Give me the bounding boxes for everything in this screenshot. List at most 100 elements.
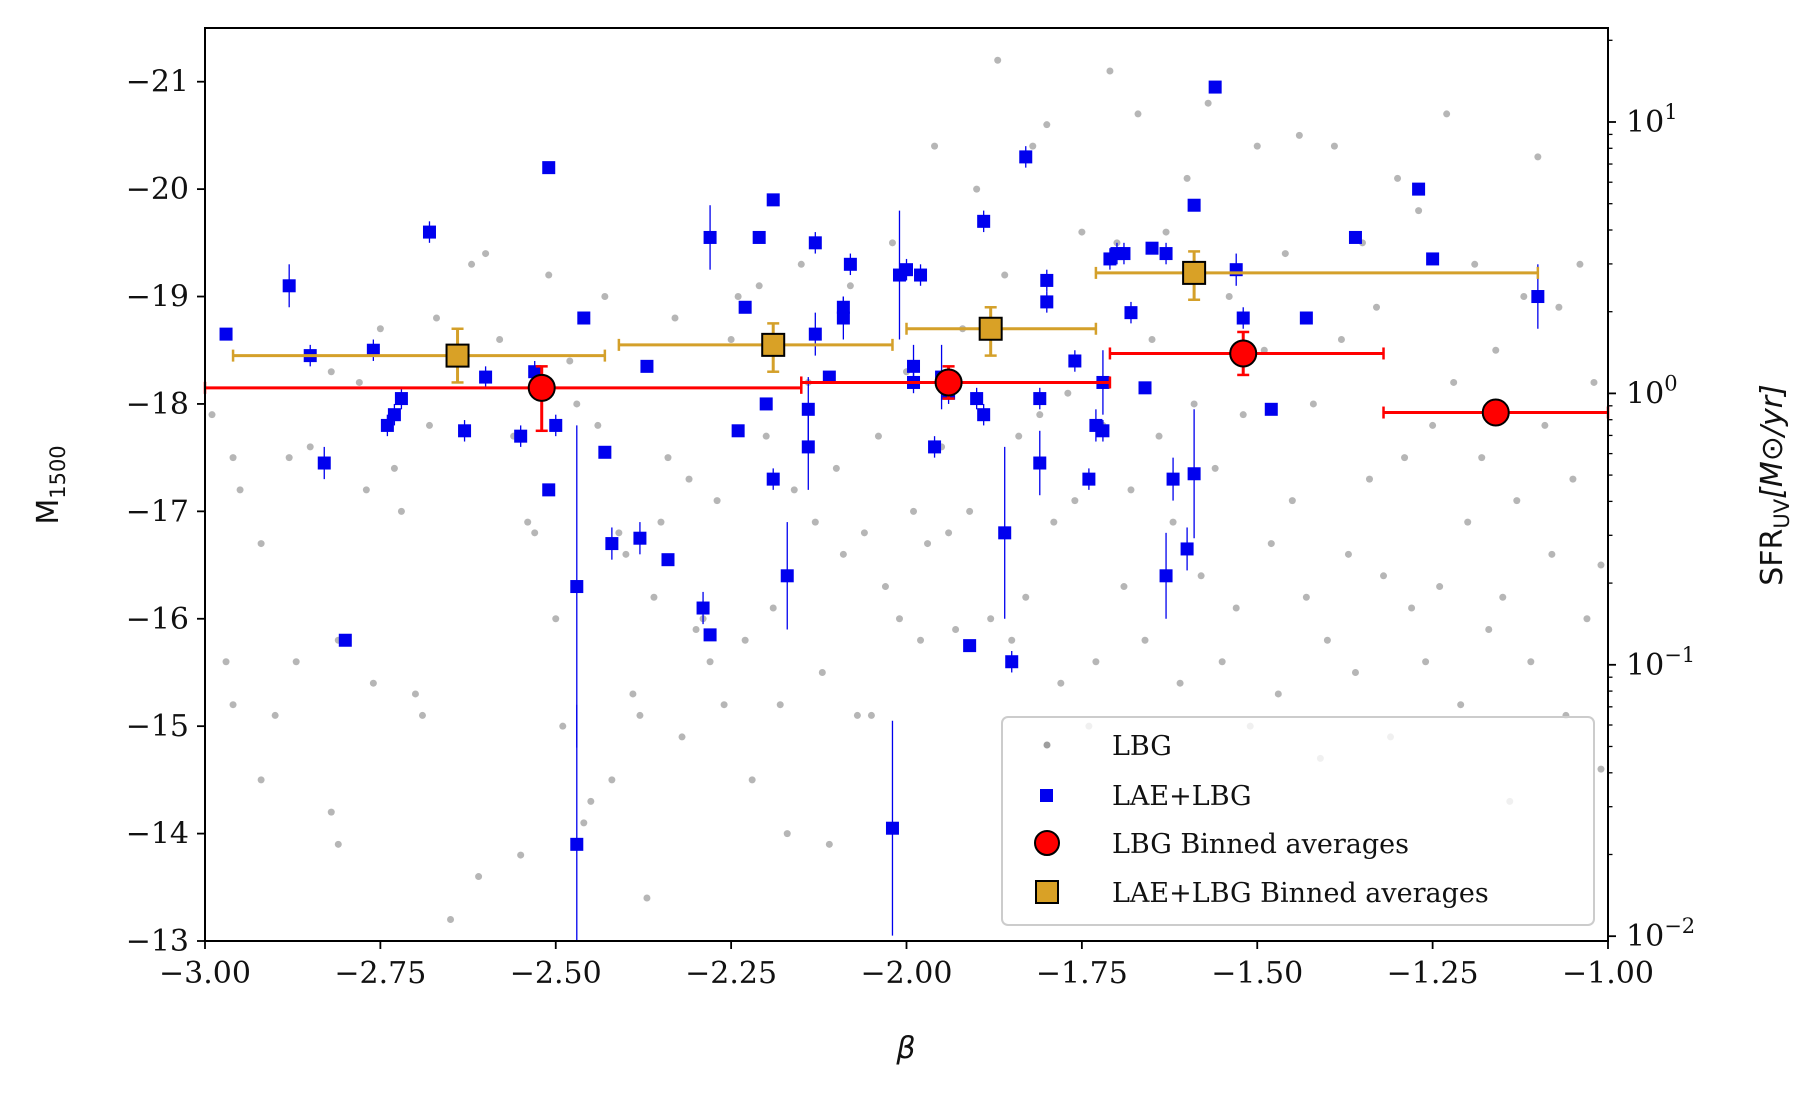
- lae-points: [219, 80, 1545, 941]
- lbg-point: [987, 615, 995, 623]
- lae-point: [1019, 150, 1033, 164]
- lbg-point: [447, 916, 455, 924]
- lbg-point: [1597, 561, 1605, 569]
- lbg-point: [685, 475, 693, 483]
- lbg-point: [587, 797, 595, 805]
- lbg-point: [629, 690, 637, 698]
- lbg-point: [1211, 464, 1219, 472]
- lbg-point: [1344, 550, 1352, 558]
- y2-tick-label: 10−2: [1626, 914, 1695, 954]
- legend-marker-lbg: [1043, 741, 1051, 749]
- lae-point: [1040, 295, 1054, 309]
- lbg-point: [1225, 293, 1233, 301]
- lae-point: [907, 359, 921, 373]
- lbg-point: [468, 260, 476, 268]
- lbg-point: [1190, 400, 1198, 408]
- lbg-point: [229, 701, 237, 709]
- lae-point: [1082, 472, 1096, 486]
- lbg-point: [369, 679, 377, 687]
- lae-point: [900, 263, 913, 277]
- lbg-point: [1267, 540, 1275, 548]
- lae-point: [1033, 456, 1047, 470]
- lbg-point: [475, 873, 483, 881]
- lbg-point: [418, 711, 426, 719]
- y-axis-label: M1500: [31, 445, 70, 524]
- lbg-point: [1253, 142, 1261, 150]
- lbg-point: [1015, 432, 1023, 440]
- lbg-point: [1351, 668, 1359, 676]
- lbg-point: [1323, 636, 1331, 644]
- lae-point: [366, 343, 380, 357]
- lbg-point: [790, 486, 798, 494]
- lbg-point: [390, 464, 398, 472]
- lae-point: [1159, 569, 1173, 583]
- lbg-point: [362, 486, 370, 494]
- legend-label-lbg-avg: LBG Binned averages: [1112, 829, 1409, 860]
- lbg-point: [1274, 690, 1282, 698]
- lbg-point: [1309, 400, 1317, 408]
- lbg-point: [1464, 518, 1472, 526]
- lbg-avg-point: [1481, 398, 1510, 427]
- x-tick-label: −2.75: [334, 956, 426, 991]
- y2-axis: 101 100 10−1 10−2: [1608, 39, 1695, 954]
- lbg-point: [1155, 432, 1163, 440]
- lbg-point: [545, 271, 553, 279]
- legend-label-lbg: LBG: [1112, 731, 1172, 762]
- lbg-point: [713, 497, 721, 505]
- lbg-point: [1204, 99, 1212, 107]
- lbg-binned-averages: [203, 330, 1610, 433]
- lbg-point: [1429, 421, 1437, 429]
- lbg-point: [517, 851, 525, 859]
- lae-point: [1264, 402, 1278, 416]
- lae-point: [1096, 424, 1110, 438]
- lae-point: [542, 483, 556, 497]
- lae-point: [1180, 542, 1194, 556]
- lbg-point: [1029, 142, 1037, 150]
- lbg-point: [573, 400, 581, 408]
- y-tick-label: −15: [126, 709, 189, 744]
- lbg-point: [1239, 411, 1247, 419]
- lbg-point: [1415, 207, 1423, 215]
- lae-point: [317, 456, 331, 470]
- lae-point: [1117, 247, 1131, 261]
- lbg-point: [622, 550, 630, 558]
- lbg-point: [1436, 583, 1444, 591]
- lae-point: [836, 300, 850, 314]
- x-axis-label: β: [895, 1031, 915, 1066]
- lbg-point: [1127, 486, 1135, 494]
- legend-marker-lae: [1040, 789, 1053, 802]
- lbg-point: [1485, 626, 1493, 634]
- lae-point: [963, 639, 977, 653]
- lbg-point: [397, 507, 405, 515]
- lbg-point: [271, 711, 279, 719]
- lbg-point: [636, 711, 644, 719]
- lbg-point: [678, 733, 686, 741]
- lae-point: [479, 370, 493, 384]
- lbg-point: [1422, 658, 1430, 666]
- lae-point: [703, 230, 717, 244]
- lbg-point: [1162, 228, 1170, 236]
- lbg-point: [664, 454, 672, 462]
- lbg-point: [1057, 679, 1065, 687]
- lbg-point: [650, 593, 658, 601]
- lbg-point: [1365, 475, 1373, 483]
- lbg-point: [1302, 593, 1310, 601]
- lbg-point: [1008, 636, 1016, 644]
- lae-point: [998, 526, 1012, 540]
- x-axis: −3.00 −2.75 −2.50 −2.25 −2.00 −1.75 −1.50 −1.25…: [159, 941, 1654, 991]
- lbg-point: [1590, 378, 1598, 386]
- lbg-point: [222, 658, 230, 666]
- lbg-point: [734, 293, 742, 301]
- legend-marker-lbg-avg: [1034, 830, 1060, 856]
- lbg-point: [839, 550, 847, 558]
- lae-point: [219, 327, 233, 341]
- lae-point: [633, 531, 647, 545]
- lae-point: [1412, 182, 1426, 196]
- lbg-point: [895, 615, 903, 623]
- lae-point: [577, 311, 591, 325]
- legend: LBG LAE+LBG LBG Binned averages LAE+LBG …: [1001, 716, 1595, 926]
- lae-point: [1068, 354, 1082, 368]
- lae-point: [640, 359, 654, 373]
- lae-avg-point: [1182, 260, 1207, 285]
- lae-point: [1348, 230, 1362, 244]
